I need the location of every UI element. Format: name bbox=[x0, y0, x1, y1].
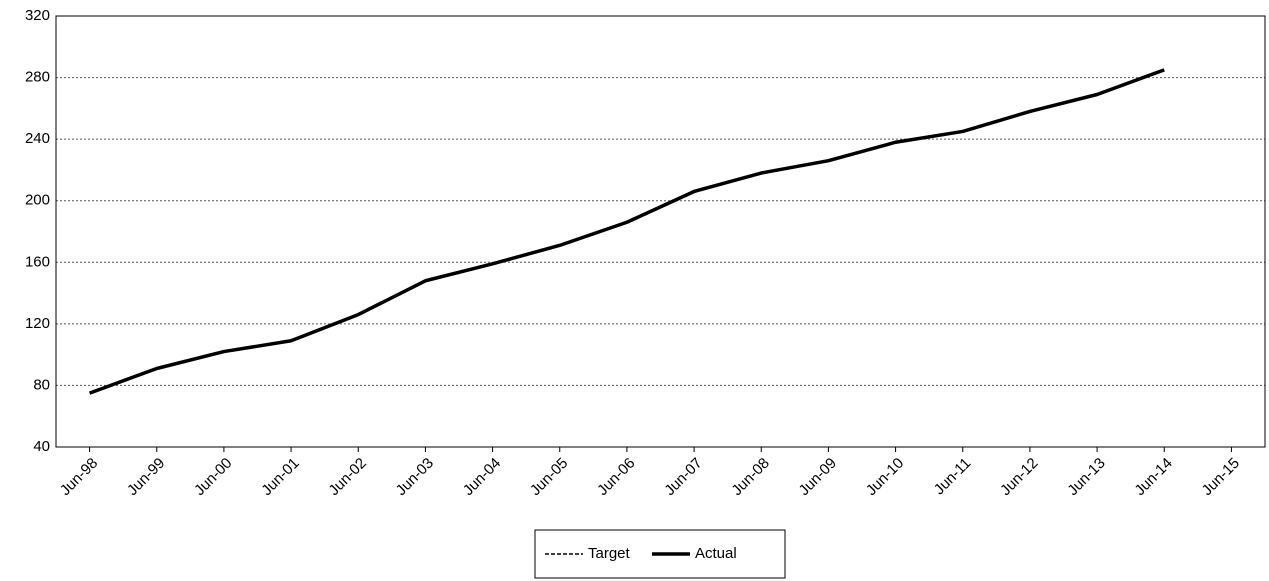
x-tick-label: Jun-03 bbox=[393, 455, 437, 499]
line-series bbox=[88, 68, 1165, 395]
x-tick-label: Jun-12 bbox=[997, 455, 1041, 499]
y-tick-label: 80 bbox=[33, 376, 50, 393]
x-tick-label: Jun-08 bbox=[728, 455, 772, 499]
x-tick-label: Jun-04 bbox=[460, 455, 504, 499]
legend-label: Actual bbox=[695, 545, 737, 562]
x-tick-label: Jun-98 bbox=[57, 455, 101, 499]
plot-frame bbox=[55, 15, 1266, 448]
x-tick-label: Jun-00 bbox=[191, 455, 235, 499]
y-tick-label: 320 bbox=[25, 7, 50, 24]
legend-label: Target bbox=[588, 545, 631, 562]
x-tick-label: Jun-10 bbox=[863, 455, 907, 499]
y-tick-label: 200 bbox=[25, 192, 50, 209]
x-tick-label: Jun-14 bbox=[1131, 455, 1175, 499]
y-tick-label: 280 bbox=[25, 69, 50, 86]
x-tick-label: Jun-01 bbox=[258, 455, 302, 499]
x-tick-label: Jun-15 bbox=[1199, 455, 1243, 499]
x-tick-label: Jun-05 bbox=[527, 455, 571, 499]
x-tick-label: Jun-11 bbox=[931, 455, 975, 499]
x-tick-label: Jun-02 bbox=[325, 455, 369, 499]
x-tick-label: Jun-06 bbox=[594, 455, 638, 499]
x-tick-label: Jun-09 bbox=[796, 455, 840, 499]
y-tick-label: 240 bbox=[25, 130, 50, 147]
x-tick-label: Jun-13 bbox=[1064, 455, 1108, 499]
x-tick-label: Jun-07 bbox=[661, 455, 705, 499]
y-tick-label: 160 bbox=[25, 253, 50, 270]
y-tick-label: 120 bbox=[25, 315, 50, 332]
y-tick-label: 40 bbox=[33, 438, 50, 455]
x-tick-label: Jun-99 bbox=[124, 455, 168, 499]
